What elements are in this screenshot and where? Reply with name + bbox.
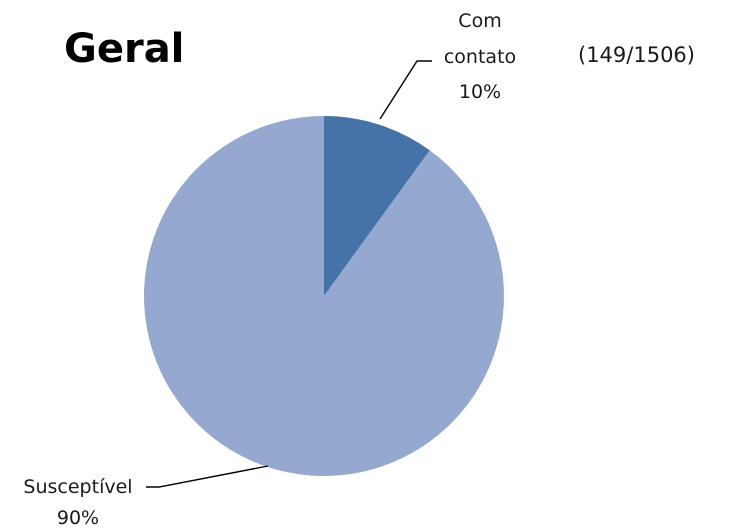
slice-label-susceptivel: Susceptível 90%: [23, 465, 269, 529]
slice-label-com-contato: Com contato 10%: [379, 10, 516, 120]
pie-slice-1: [143, 115, 504, 477]
slice-value-label: 10%: [459, 81, 501, 103]
pie-slices: [143, 115, 504, 477]
leader-line: [146, 465, 269, 488]
chart-annotation: (149/1506): [578, 43, 695, 67]
pie-slice-0: [324, 116, 430, 296]
slice-value-label: 90%: [57, 507, 99, 529]
slice-label-line-1: Com: [458, 10, 501, 32]
chart-title: Geral: [64, 26, 184, 72]
leader-line: [379, 60, 432, 120]
slice-label-line-1: Susceptível: [23, 476, 132, 498]
slice-label-line-2: contato: [444, 46, 516, 68]
